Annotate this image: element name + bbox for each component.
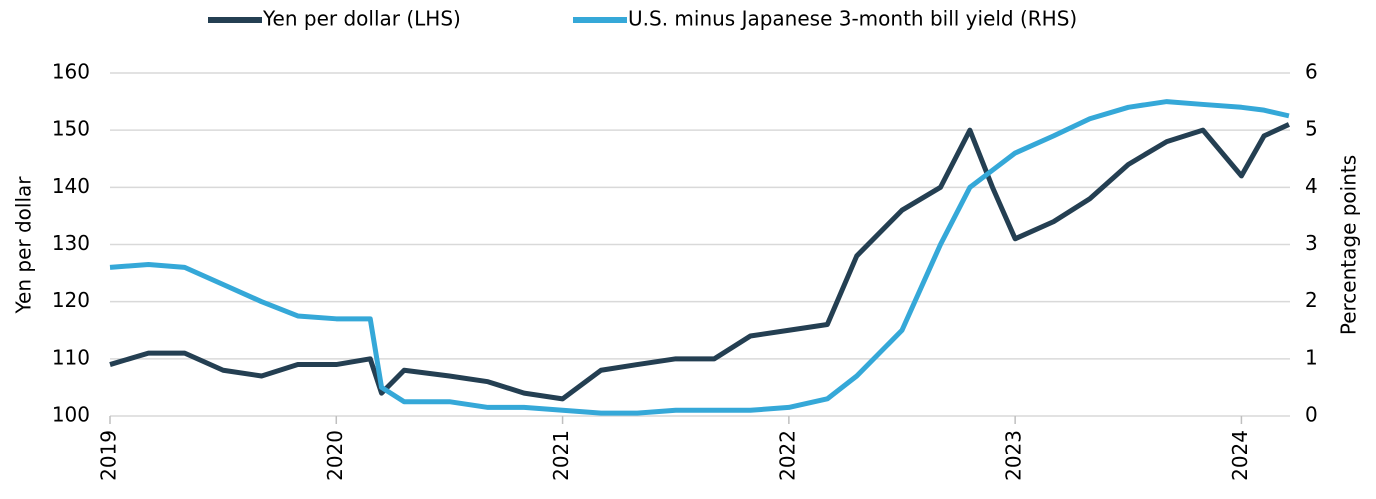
y-tick-label: 100 bbox=[52, 403, 90, 427]
y-axis-label: Yen per dollar bbox=[12, 176, 36, 315]
y2-tick-label: 3 bbox=[1305, 231, 1318, 255]
y-tick-label: 110 bbox=[52, 345, 90, 369]
y-tick-label: 150 bbox=[52, 117, 90, 141]
line-series bbox=[109, 122, 1290, 402]
x-tick-label: 2023 bbox=[1002, 430, 1026, 481]
y-tick-label: 160 bbox=[52, 60, 90, 84]
y2-tick-label: 6 bbox=[1305, 60, 1318, 84]
y2-tick-label: 1 bbox=[1305, 345, 1318, 369]
y2-axis-label: Percentage points bbox=[1337, 155, 1361, 335]
x-tick-label: 2022 bbox=[775, 430, 799, 481]
y2-tick-label: 0 bbox=[1305, 403, 1318, 427]
legend-label: Yen per dollar (LHS) bbox=[262, 7, 461, 31]
y-tick-label: 120 bbox=[52, 288, 90, 312]
x-tick-label: 2024 bbox=[1228, 430, 1252, 481]
line-series bbox=[109, 99, 1290, 416]
x-tick-label: 2021 bbox=[549, 430, 573, 481]
y2-tick-label: 4 bbox=[1305, 174, 1318, 198]
y2-tick-label: 2 bbox=[1305, 288, 1318, 312]
x-tick-label: 2020 bbox=[323, 430, 347, 481]
x-tick-label: 2019 bbox=[97, 430, 121, 481]
y-tick-label: 130 bbox=[52, 231, 90, 255]
y2-tick-label: 5 bbox=[1305, 117, 1318, 141]
y-tick-label: 140 bbox=[52, 174, 90, 198]
legend-label: U.S. minus Japanese 3-month bill yield (… bbox=[628, 7, 1077, 31]
